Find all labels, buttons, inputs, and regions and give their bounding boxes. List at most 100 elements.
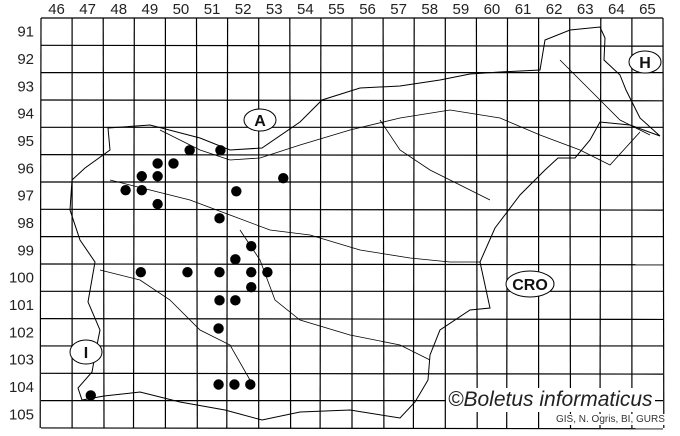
occurrence-dot xyxy=(214,266,225,278)
column-label: 48 xyxy=(110,1,127,18)
occurrence-dot xyxy=(152,198,163,210)
column-label: 53 xyxy=(266,1,283,18)
occurrence-dot xyxy=(135,266,147,278)
row-label: 102 xyxy=(9,324,34,341)
grid-line-horizontal xyxy=(40,99,664,102)
occurrence-dot xyxy=(120,184,131,196)
country-label-austria: A xyxy=(243,108,277,132)
row-label: 101 xyxy=(9,297,34,314)
occurrence-dot xyxy=(213,379,224,390)
occurrence-dot xyxy=(230,295,241,306)
row-label: 96 xyxy=(17,160,34,177)
row-label: 100 xyxy=(9,270,34,287)
grid-line-vertical xyxy=(412,17,415,428)
svg-text:CRO: CRO xyxy=(512,277,548,294)
grid-line-vertical xyxy=(319,17,322,428)
occurrence-points xyxy=(85,145,289,401)
occurrence-dot xyxy=(231,186,242,197)
grid-line-horizontal xyxy=(40,318,664,321)
column-label: 63 xyxy=(577,1,594,18)
occurrence-dot xyxy=(85,390,96,401)
grid-line-vertical xyxy=(475,17,478,428)
row-label: 99 xyxy=(17,242,34,259)
grid-line-horizontal xyxy=(40,154,664,157)
row-label: 91 xyxy=(17,24,34,41)
credit-text: GIS, N. Ogris, BI, GURS xyxy=(554,414,667,425)
occurrence-dot xyxy=(182,266,193,278)
grid-line-vertical xyxy=(195,17,198,428)
occurrence-dot xyxy=(214,295,225,306)
column-label: 58 xyxy=(421,1,438,18)
row-labels: 91 92 93 94 95 96 97 98 99 100 101 102 103 104 105 xyxy=(9,24,34,424)
occurrence-dot xyxy=(136,171,147,182)
svg-text:A: A xyxy=(254,113,266,130)
occurrence-dot xyxy=(229,379,240,390)
grid-line-horizontal xyxy=(40,263,664,266)
column-label: 55 xyxy=(328,1,345,18)
occurrence-dot xyxy=(152,171,163,182)
column-label: 62 xyxy=(546,1,563,18)
grid-line-vertical xyxy=(569,17,572,428)
row-label: 105 xyxy=(9,406,34,423)
row-label: 97 xyxy=(17,188,34,205)
occurrence-dot xyxy=(168,158,179,169)
grid-line-horizontal xyxy=(40,372,664,375)
column-label: 61 xyxy=(515,1,532,18)
column-label: 50 xyxy=(173,1,190,18)
column-label: 49 xyxy=(142,1,159,18)
column-label: 65 xyxy=(639,1,656,18)
column-label: 52 xyxy=(235,1,252,18)
grid-line-vertical xyxy=(289,17,292,428)
occurrence-dot xyxy=(278,172,289,184)
row-label: 93 xyxy=(17,78,34,95)
rivers xyxy=(99,59,651,381)
country-label-hungary: H xyxy=(628,50,662,74)
grid-line-vertical xyxy=(599,17,602,428)
grid-line-vertical xyxy=(102,17,105,428)
grid-line-vertical xyxy=(662,17,665,428)
occurrence-dot xyxy=(245,379,256,390)
occurrence-dot xyxy=(152,158,163,169)
grid-line-horizontal xyxy=(40,208,664,211)
occurrence-dot xyxy=(246,282,257,293)
occurrence-dot xyxy=(214,213,225,224)
column-label: 54 xyxy=(297,1,314,18)
column-label: 51 xyxy=(204,1,221,18)
svg-text:H: H xyxy=(639,55,651,72)
occurrence-dot xyxy=(246,266,257,278)
column-label: 60 xyxy=(484,1,501,18)
occurrence-dot xyxy=(215,145,226,156)
grid xyxy=(39,17,665,430)
row-label: 104 xyxy=(9,379,34,396)
occurrence-dot xyxy=(213,323,224,334)
occurrence-dot xyxy=(246,241,257,252)
column-label: 46 xyxy=(48,1,65,18)
grid-line-horizontal xyxy=(40,44,664,47)
row-label: 92 xyxy=(17,51,34,68)
country-label-italy: I xyxy=(69,339,103,365)
country-label-croatia: CRO xyxy=(505,270,555,298)
row-label: 94 xyxy=(17,106,34,123)
row-label: 95 xyxy=(17,133,34,150)
grid-line-vertical xyxy=(39,17,42,428)
column-label: 56 xyxy=(359,1,376,18)
grid-line-vertical xyxy=(132,17,135,428)
row-label: 103 xyxy=(9,352,34,369)
svg-text:I: I xyxy=(84,345,88,362)
copyright-text: ©Boletus informaticus xyxy=(446,388,655,412)
row-label: 98 xyxy=(17,215,34,232)
occurrence-dot xyxy=(230,254,241,265)
column-label: 57 xyxy=(390,1,407,18)
slovenia-border xyxy=(69,26,661,421)
grid-line-horizontal xyxy=(40,427,664,430)
grid-line-vertical xyxy=(382,17,385,428)
occurrence-dot xyxy=(136,184,147,196)
column-label: 59 xyxy=(453,1,470,18)
occurrence-dot xyxy=(184,145,195,156)
grid-line-vertical xyxy=(226,17,229,428)
grid-line-vertical xyxy=(506,17,509,428)
column-label: 64 xyxy=(608,1,625,18)
column-label: 47 xyxy=(79,1,96,18)
occurrence-dot xyxy=(262,266,273,278)
